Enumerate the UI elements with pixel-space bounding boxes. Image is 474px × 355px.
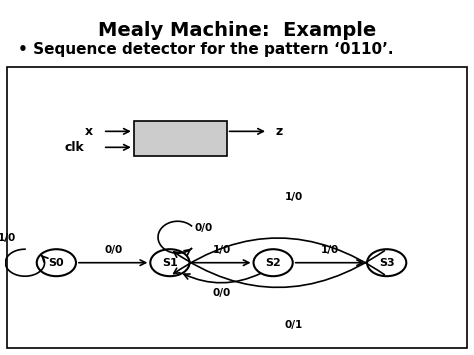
Text: clk: clk — [65, 141, 85, 154]
Circle shape — [37, 249, 76, 276]
Text: 1/0: 1/0 — [285, 192, 303, 202]
Text: 0/0: 0/0 — [104, 245, 122, 255]
Text: 0/0: 0/0 — [212, 288, 231, 298]
Text: • Sequence detector for the pattern ‘0110’.: • Sequence detector for the pattern ‘011… — [18, 42, 393, 57]
Text: Mealy Machine:  Example: Mealy Machine: Example — [98, 21, 376, 40]
Text: x: x — [84, 125, 92, 138]
Text: 0/0: 0/0 — [194, 223, 212, 234]
Text: S1: S1 — [162, 258, 178, 268]
Circle shape — [254, 249, 293, 276]
Text: S3: S3 — [379, 258, 394, 268]
Text: 0/1: 0/1 — [285, 320, 303, 330]
Text: S0: S0 — [48, 258, 64, 268]
Text: 1/0: 1/0 — [0, 233, 17, 243]
Text: z: z — [276, 125, 283, 138]
Bar — [7, 67, 467, 348]
Circle shape — [150, 249, 190, 276]
Text: 1/0: 1/0 — [212, 245, 231, 255]
Circle shape — [367, 249, 406, 276]
Text: 1/0: 1/0 — [321, 245, 339, 255]
Text: S2: S2 — [265, 258, 281, 268]
Bar — [134, 121, 227, 156]
